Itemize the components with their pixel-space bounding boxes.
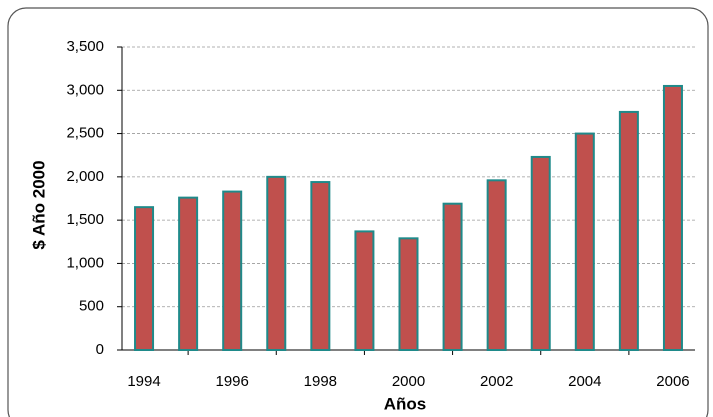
x-tick-label: 1994 — [127, 373, 160, 390]
bar — [222, 190, 243, 351]
y-tick-label: 500 — [79, 298, 104, 315]
bar — [574, 132, 595, 351]
y-axis-title: $ Año 2000 — [29, 160, 48, 249]
x-tick-label: 2004 — [568, 373, 601, 390]
bar — [530, 155, 551, 351]
y-tick-label: 1,000 — [66, 254, 104, 271]
chart-frame — [7, 7, 709, 417]
y-tick-label: 0 — [96, 341, 104, 358]
bar — [310, 181, 331, 351]
bar — [134, 206, 155, 351]
bar — [442, 202, 463, 351]
bar — [618, 110, 639, 351]
bar — [662, 84, 683, 351]
y-tick-label: 1,500 — [66, 211, 104, 228]
x-tick-label: 1996 — [216, 373, 249, 390]
y-tick-label: 2,000 — [66, 168, 104, 185]
bar — [354, 230, 375, 351]
bar — [178, 196, 199, 351]
x-tick-label: 2000 — [392, 373, 425, 390]
y-tick-label: 2,500 — [66, 125, 104, 142]
x-tick-label: 1998 — [304, 373, 337, 390]
y-tick-label: 3,500 — [66, 38, 104, 55]
bar — [266, 175, 287, 351]
x-tick-label: 2006 — [656, 373, 689, 390]
x-axis-title: Años — [384, 394, 427, 413]
y-tick-label: 3,000 — [66, 81, 104, 98]
x-tick-label: 2002 — [480, 373, 513, 390]
bar — [398, 237, 419, 351]
bar — [486, 179, 507, 351]
